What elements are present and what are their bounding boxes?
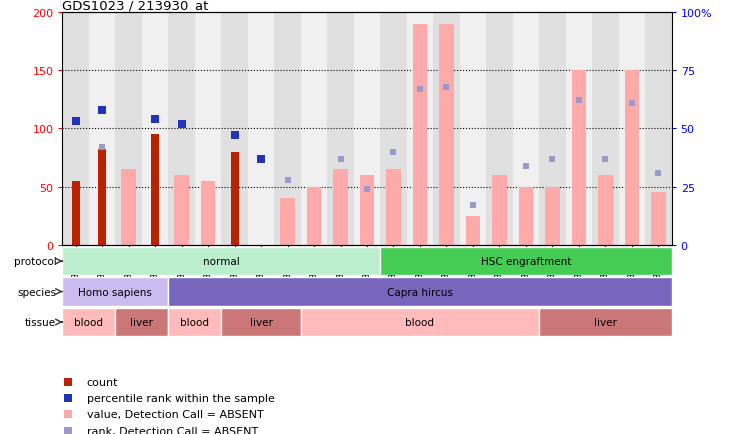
Bar	[307, 187, 321, 245]
Bar	[195, 13, 222, 245]
Bar	[572, 71, 586, 245]
Text: blood: blood	[405, 317, 435, 327]
Bar	[625, 71, 639, 245]
Bar	[151, 135, 159, 245]
Bar	[201, 181, 215, 245]
Bar	[275, 13, 301, 245]
Bar	[519, 187, 533, 245]
Bar	[465, 216, 480, 245]
Bar	[592, 13, 619, 245]
Bar	[168, 13, 195, 245]
Text: liver: liver	[594, 317, 617, 327]
Bar	[168, 308, 222, 336]
Text: GDS1023 / 213930_at: GDS1023 / 213930_at	[62, 0, 208, 12]
Bar	[230, 152, 239, 245]
Bar	[168, 278, 672, 306]
Bar	[493, 175, 506, 245]
Bar	[354, 13, 380, 245]
Bar	[222, 13, 248, 245]
Bar	[380, 13, 407, 245]
Bar	[62, 278, 168, 306]
Bar	[142, 13, 168, 245]
Bar	[327, 13, 354, 245]
Bar	[645, 13, 672, 245]
Text: rank, Detection Call = ABSENT: rank, Detection Call = ABSENT	[87, 426, 258, 434]
Bar	[512, 13, 539, 245]
Bar	[360, 175, 374, 245]
Bar	[380, 247, 672, 276]
Bar	[98, 150, 106, 245]
Text: liver: liver	[250, 317, 272, 327]
Bar	[301, 308, 539, 336]
Bar	[486, 13, 512, 245]
Text: normal: normal	[203, 256, 240, 266]
Bar	[115, 308, 168, 336]
Bar	[539, 308, 672, 336]
Text: blood: blood	[181, 317, 209, 327]
Text: species: species	[17, 287, 57, 297]
Text: liver: liver	[131, 317, 153, 327]
Bar	[407, 13, 433, 245]
Bar	[280, 199, 295, 245]
Bar	[566, 13, 592, 245]
Text: protocol: protocol	[13, 256, 57, 266]
Bar	[62, 13, 89, 245]
Text: HSC engraftment: HSC engraftment	[481, 256, 571, 266]
Bar	[222, 308, 301, 336]
Bar	[333, 170, 348, 245]
Text: value, Detection Call = ABSENT: value, Detection Call = ABSENT	[87, 410, 264, 419]
Bar	[413, 25, 427, 245]
Bar	[598, 175, 613, 245]
Bar	[651, 193, 666, 245]
Bar	[62, 247, 380, 276]
Bar	[248, 13, 275, 245]
Bar	[121, 170, 136, 245]
Bar	[89, 13, 115, 245]
Bar	[539, 13, 566, 245]
Bar	[545, 187, 560, 245]
Bar	[115, 13, 142, 245]
Bar	[386, 170, 401, 245]
Text: count: count	[87, 377, 118, 387]
Text: tissue: tissue	[25, 317, 57, 327]
Bar	[62, 308, 115, 336]
Text: percentile rank within the sample: percentile rank within the sample	[87, 393, 275, 403]
Bar	[439, 25, 454, 245]
Bar	[72, 181, 79, 245]
Text: Capra hircus: Capra hircus	[387, 287, 453, 297]
Bar	[301, 13, 327, 245]
Bar	[433, 13, 459, 245]
Bar	[619, 13, 645, 245]
Bar	[459, 13, 486, 245]
Bar	[174, 175, 189, 245]
Text: blood: blood	[74, 317, 103, 327]
Text: Homo sapiens: Homo sapiens	[79, 287, 152, 297]
